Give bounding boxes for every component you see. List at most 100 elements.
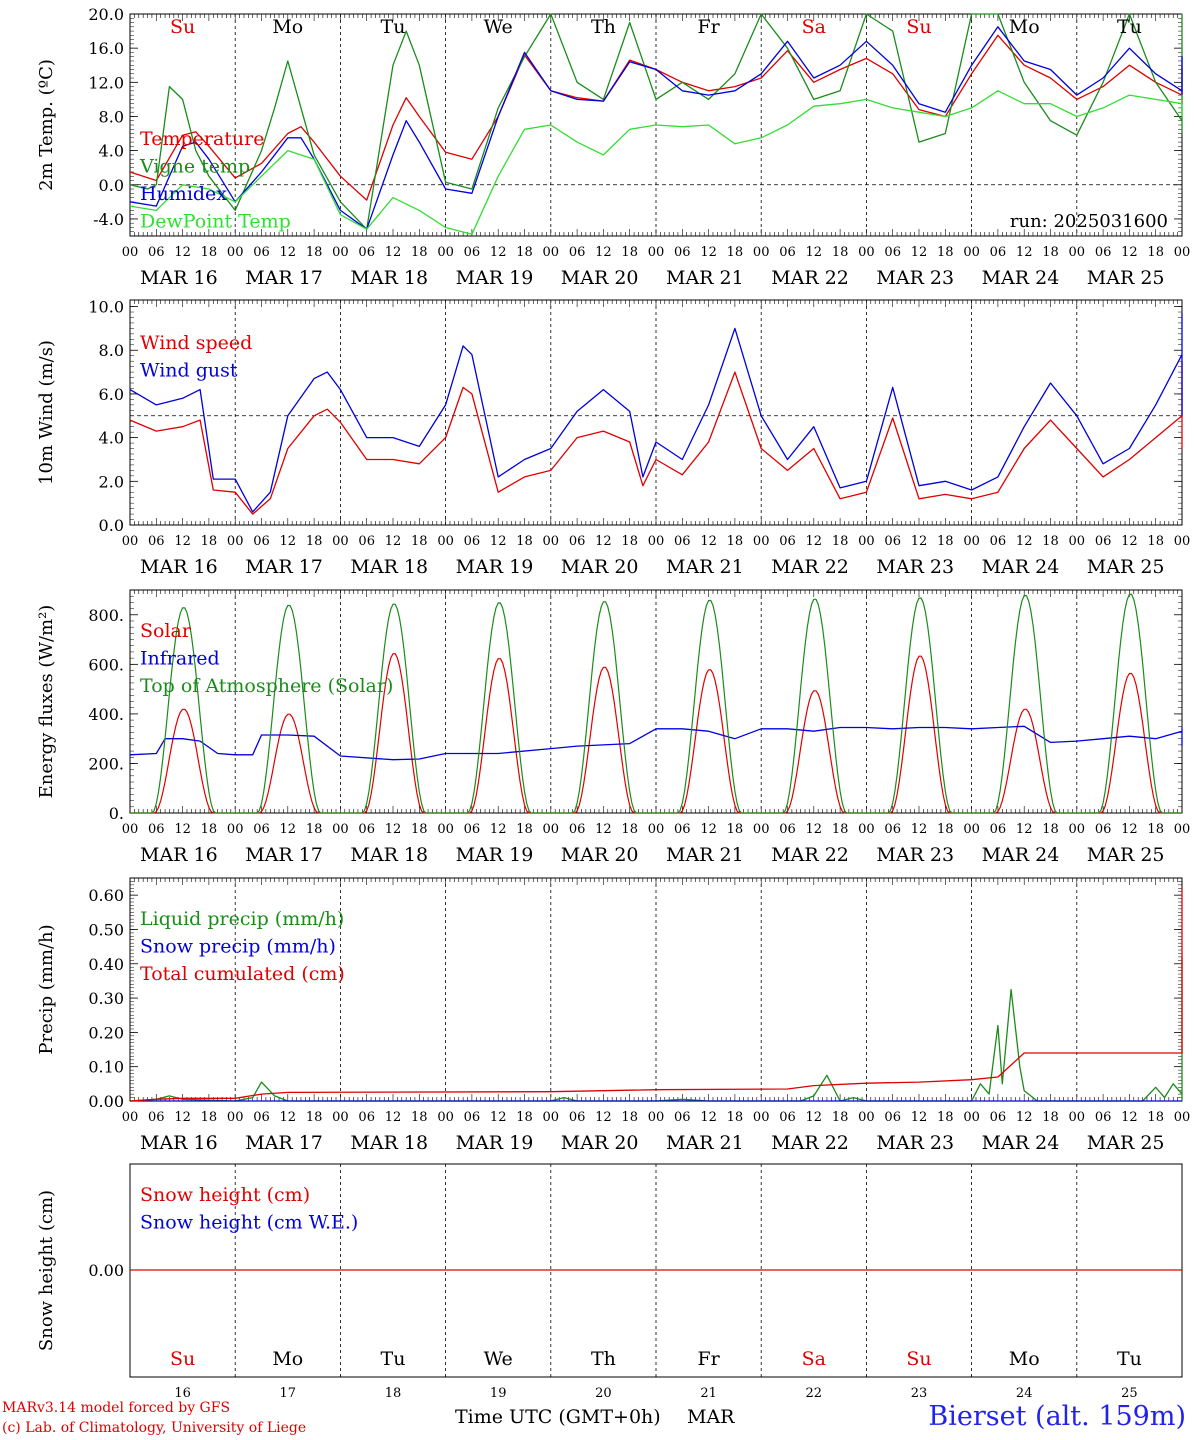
temperature-hour-label: 00: [1069, 245, 1086, 260]
precip-date-label: MAR 21: [666, 1132, 744, 1154]
temperature-series-vigne-temp: [129, 13, 1183, 230]
energy-hour-label: 12: [806, 822, 823, 837]
day-number-label: 19: [490, 1386, 507, 1400]
weekday-label-bottom: Mo: [1009, 1348, 1040, 1370]
wind-hour-label: 18: [621, 534, 638, 549]
wind-hour-label: 06: [884, 534, 901, 549]
precip-hour-label: 12: [385, 1110, 402, 1125]
wind-hour-label: 00: [437, 534, 454, 549]
precip-hour-label: 12: [806, 1110, 823, 1125]
energy-series-top-of-atmosphere-solar: [130, 593, 1182, 814]
wind-hour-label: 06: [464, 534, 481, 549]
wind-hour-label: 18: [727, 534, 744, 549]
wind-date-label: MAR 21: [666, 556, 744, 578]
temperature-legend-entry: Humidex: [140, 183, 227, 205]
wind-date-label: MAR 16: [140, 556, 218, 578]
temperature-hour-label: 00: [437, 245, 454, 260]
temperature-series-humidex: [129, 26, 1183, 230]
snow-legend-entry: Snow height (cm W.E.): [140, 1212, 358, 1234]
energy-hour-label: 06: [569, 822, 586, 837]
wind-hour-label: 06: [358, 534, 375, 549]
precip-date-label: MAR 24: [982, 1132, 1060, 1154]
wind-hour-label: 00: [648, 534, 665, 549]
wind-hour-label: 12: [700, 534, 717, 549]
wind-hour-label: 12: [595, 534, 612, 549]
precip-hour-label: 18: [516, 1110, 533, 1125]
temperature-date-label: MAR 25: [1087, 267, 1165, 289]
precip-y-tick-label: 0.10: [88, 1058, 124, 1077]
wind-series-wind-speed: [129, 361, 1183, 515]
precip-hour-label: 06: [1095, 1110, 1112, 1125]
temperature-date-label: MAR 19: [456, 267, 534, 289]
temperature-hour-label: 12: [280, 245, 297, 260]
energy-hour-label: 06: [779, 822, 796, 837]
precip-date-label: MAR 18: [350, 1132, 428, 1154]
wind-hour-label: 12: [174, 534, 191, 549]
wind-hour-label: 00: [227, 534, 244, 549]
precip-date-label: MAR 22: [771, 1132, 849, 1154]
temperature-hour-label: 06: [779, 245, 796, 260]
temperature-hour-label: 18: [1147, 245, 1164, 260]
precip-hour-label: 00: [122, 1110, 139, 1125]
wind-y-tick-label: 4.0: [99, 429, 124, 448]
energy-hour-label: 06: [990, 822, 1007, 837]
energy-hour-label: 00: [227, 822, 244, 837]
temperature-hour-label: 06: [464, 245, 481, 260]
temperature-legend-entry: DewPoint Temp: [140, 211, 291, 233]
wind-date-label: MAR 25: [1087, 556, 1165, 578]
wind-hour-label: 00: [858, 534, 875, 549]
wind-hour-label: 06: [148, 534, 165, 549]
wind-y-tick-label: 10.0: [88, 298, 124, 317]
temperature-legend-entry: Temperature: [140, 128, 264, 150]
wind-date-label: MAR 24: [982, 556, 1060, 578]
wind-y-tick-label: 8.0: [99, 341, 124, 360]
wind-hour-label: 12: [280, 534, 297, 549]
temperature-annotation: run: 2025031600: [1010, 211, 1168, 232]
energy-hour-label: 00: [1174, 822, 1191, 837]
precip-date-label: MAR 16: [140, 1132, 218, 1154]
precip-hour-label: 12: [911, 1110, 928, 1125]
temperature-series-dewpoint-temp: [129, 90, 1183, 235]
precip-legend-entry: Snow precip (mm/h): [140, 936, 336, 958]
model-credit: MARv3.14 model forced by GFS: [2, 1400, 231, 1416]
energy-hour-label: 00: [122, 822, 139, 837]
temperature-hour-label: 18: [306, 245, 323, 260]
wind-hour-label: 00: [753, 534, 770, 549]
energy-y-tick-label: 600.: [88, 655, 124, 674]
temperature-hour-label: 00: [227, 245, 244, 260]
temperature-hour-label: 00: [753, 245, 770, 260]
temperature-hour-label: 00: [963, 245, 980, 260]
precip-hour-label: 18: [621, 1110, 638, 1125]
precip-hour-label: 06: [148, 1110, 165, 1125]
energy-y-tick-label: 0.: [109, 804, 124, 823]
precip-y-tick-label: 0.30: [88, 989, 124, 1008]
energy-hour-label: 06: [253, 822, 270, 837]
precip-hour-label: 18: [306, 1110, 323, 1125]
energy-date-label: MAR 21: [666, 844, 744, 866]
temperature-y-tick-label: 8.0: [99, 107, 124, 126]
precip-y-tick-label: 0.50: [88, 920, 124, 939]
wind-hour-label: 18: [516, 534, 533, 549]
energy-date-label: MAR 16: [140, 844, 218, 866]
temperature-hour-label: 18: [832, 245, 849, 260]
temperature-y-axis-title: 2m Temp. (ºC): [36, 59, 57, 191]
temperature-date-label: MAR 16: [140, 267, 218, 289]
energy-series-infrared: [129, 725, 1183, 761]
energy-hour-label: 18: [516, 822, 533, 837]
temperature-hour-label: 12: [700, 245, 717, 260]
snow-y-axis-title: Snow height (cm): [36, 1190, 57, 1351]
precip-hour-label: 18: [201, 1110, 218, 1125]
wind-hour-label: 12: [1016, 534, 1033, 549]
temperature-hour-label: 18: [1042, 245, 1059, 260]
wind-hour-label: 12: [490, 534, 507, 549]
weekday-label-bottom: Su: [170, 1348, 195, 1370]
wind-hour-label: 06: [253, 534, 270, 549]
wind-legend-entry: Wind gust: [140, 360, 238, 382]
energy-hour-label: 06: [1095, 822, 1112, 837]
temperature-hour-label: 12: [911, 245, 928, 260]
energy-date-label: MAR 25: [1087, 844, 1165, 866]
energy-hour-label: 06: [674, 822, 691, 837]
weekday-label-bottom: Su: [906, 1348, 931, 1370]
energy-hour-label: 12: [1016, 822, 1033, 837]
temperature-hour-label: 06: [1095, 245, 1112, 260]
